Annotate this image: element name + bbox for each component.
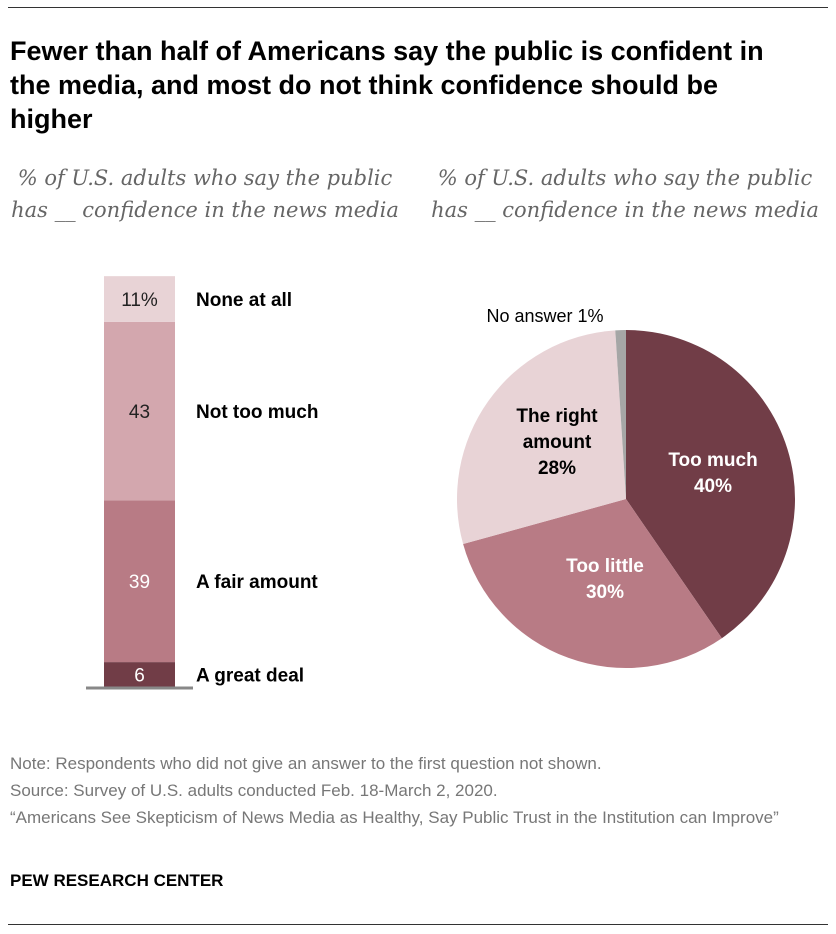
bar-subtitle: % of U.S. adults who say the public has … xyxy=(11,166,399,222)
bar-segment xyxy=(104,276,175,322)
bar-value-label: 11% xyxy=(121,290,158,311)
bar-segment xyxy=(104,662,175,687)
pie-label-no-answer: No answer 1% xyxy=(486,306,603,326)
report-title: “Americans See Skepticism of News Media … xyxy=(10,808,779,827)
bar-category-label: None at all xyxy=(196,290,292,311)
brand-logo-text: PEW RESEARCH CENTER xyxy=(10,871,224,890)
notes: Note: Respondents who did not give an an… xyxy=(10,750,820,831)
bar-value-label: 39 xyxy=(129,572,150,593)
pie-slice xyxy=(463,499,722,668)
bar-value-label: 43 xyxy=(129,402,150,423)
pie-slice xyxy=(615,330,626,499)
bar-segment xyxy=(104,321,175,501)
source-text: Source: Survey of U.S. adults conducted … xyxy=(10,781,498,800)
pie-slice xyxy=(457,330,626,545)
bar-category-label: A fair amount xyxy=(196,572,318,593)
pie-slice xyxy=(626,330,796,639)
top-rule xyxy=(8,7,828,8)
note-text: Note: Respondents who did not give an an… xyxy=(10,754,602,773)
bar-category-label: Not too much xyxy=(196,402,318,423)
bar-category-label: A great deal xyxy=(196,666,304,687)
pie-label-too-little: Too little 30% xyxy=(566,556,644,603)
bottom-rule xyxy=(8,924,828,925)
pie-label-right-amount: The right amount 28% xyxy=(516,406,598,479)
chart-title: Fewer than half of Americans say the pub… xyxy=(10,36,764,134)
pie-subtitle: % of U.S. adults who say the public has … xyxy=(431,166,819,222)
bar-segment xyxy=(104,500,175,663)
pie-label-too-much: Too much 40% xyxy=(668,450,757,497)
bar-value-label: 6 xyxy=(134,666,145,687)
